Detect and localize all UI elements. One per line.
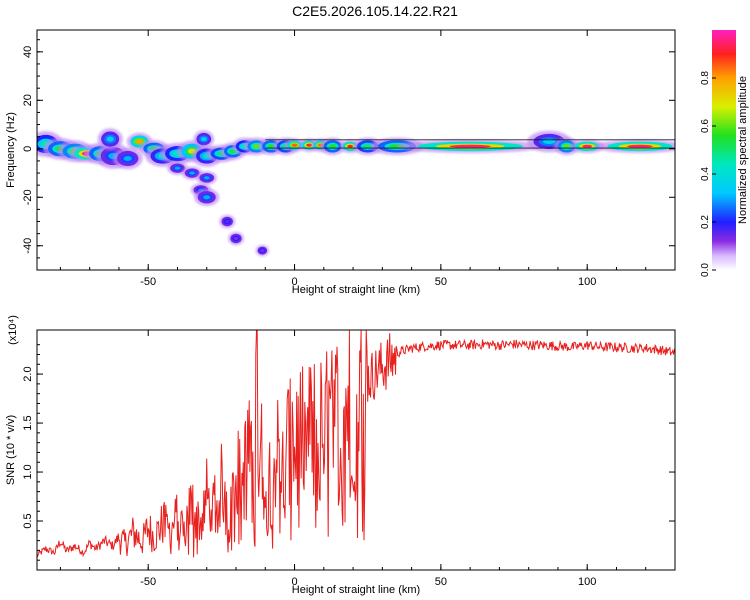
spectral-blob-core	[189, 171, 195, 175]
spectral-blob	[196, 171, 217, 185]
spectral-blob-core	[267, 144, 275, 149]
snr-ylabel: SNR (10 * v/v)	[5, 415, 17, 485]
colorbar-label: Normalized spectral amplitude	[737, 76, 749, 224]
spectral-blob-core	[106, 136, 114, 142]
spectrogram-frame	[36, 29, 676, 271]
colorbar-tick-label: 0.6	[700, 119, 711, 133]
spectral-blob	[194, 188, 220, 207]
x-tick-label: 50	[435, 276, 447, 288]
spectral-blob	[284, 138, 305, 152]
y-tick-label: 0.5	[22, 513, 34, 528]
y-tick-label: 1.0	[22, 464, 34, 479]
y-tick-label: 1.5	[22, 415, 34, 430]
spectrogram-ticks: -50 0 50 100 -40 -20 0 20 40	[22, 30, 675, 288]
snr-frame	[36, 329, 676, 571]
spectral-blob-core	[260, 249, 265, 252]
spectral-blob-core	[347, 144, 354, 148]
spectral-blob	[255, 244, 270, 257]
spectrogram-xlabel: Height of straight line (km)	[292, 284, 420, 296]
y-tick-label: 20	[22, 94, 34, 106]
spectral-blob-core	[363, 144, 372, 149]
snr-ticks: -50 0 50 100 0.5 1.0 1.5 2.0	[22, 330, 675, 588]
spectrogram-ylabel: Frequency (Hz)	[5, 112, 17, 188]
snr-y-multiplier: (x10⁴)	[7, 315, 19, 345]
spectral-blob	[554, 137, 580, 156]
spectral-blob	[97, 128, 123, 150]
y-tick-label: 2.0	[22, 366, 34, 381]
spectral-blob	[112, 147, 143, 170]
spectral-blob-core	[329, 144, 337, 149]
spectral-blob	[228, 231, 244, 246]
x-tick-label: -50	[140, 276, 156, 288]
spectral-blob	[396, 139, 544, 154]
spectral-blob-core	[203, 176, 210, 180]
snr-series-line	[37, 330, 675, 558]
spectral-blob	[193, 130, 215, 148]
colorbar-ticks: 0.0 0.2 0.4 0.6 0.8	[700, 71, 716, 277]
spectral-blob	[594, 139, 675, 154]
colorbar-tick-label: 0.8	[700, 71, 711, 85]
spectral-blob-core	[449, 144, 491, 148]
spectral-blob-core	[203, 195, 211, 200]
spectral-blob-core	[627, 144, 653, 148]
spectral-blob-core	[582, 144, 593, 148]
colorbar: 0.0 0.2 0.4 0.6 0.8 Normalized spectral ampl…	[700, 30, 749, 277]
spectral-blob-core	[174, 166, 181, 170]
spectral-blob-core	[252, 144, 261, 149]
spectral-blob	[320, 137, 346, 156]
x-tick-label: 100	[578, 576, 596, 588]
x-tick-label: -50	[140, 576, 156, 588]
spectrogram-marks	[37, 128, 675, 257]
spectral-blob-core	[306, 143, 313, 147]
x-tick-label: 0	[291, 576, 297, 588]
x-tick-label: 0	[291, 276, 297, 288]
spectral-blob-core	[200, 137, 207, 142]
spectral-blob	[219, 214, 236, 229]
x-tick-label: 100	[578, 276, 596, 288]
y-tick-label: -20	[22, 189, 34, 205]
y-tick-label: 0	[22, 146, 34, 152]
spectral-blob-core	[233, 236, 239, 241]
spectral-blob-core	[542, 138, 556, 145]
colorbar-tick-label: 0.4	[700, 167, 711, 181]
x-tick-label: 50	[435, 576, 447, 588]
spectrogram-panel: -50 0 50 100 -40 -20 0 20 40 Height of straight …	[5, 29, 676, 296]
spectral-blob-core	[123, 155, 132, 162]
snr-panel: -50 0 50 100 0.5 1.0 1.5 2.0 Height of straight…	[5, 315, 676, 596]
colorbar-tick-label: 0.0	[700, 263, 711, 277]
colorbar-gradient	[712, 30, 736, 270]
colorbar-tick-label: 0.2	[700, 215, 711, 229]
spectral-blob-core	[291, 143, 298, 147]
y-tick-label: -40	[22, 238, 34, 254]
y-tick-label: 40	[22, 46, 34, 58]
spectral-blob-core	[563, 144, 571, 149]
spectral-blob-core	[135, 139, 143, 144]
chart-title: C2E5.2026.105.14.22.R21	[292, 3, 458, 19]
spectral-blob-core	[225, 219, 230, 224]
snr-xlabel: Height of straight line (km)	[292, 584, 420, 596]
